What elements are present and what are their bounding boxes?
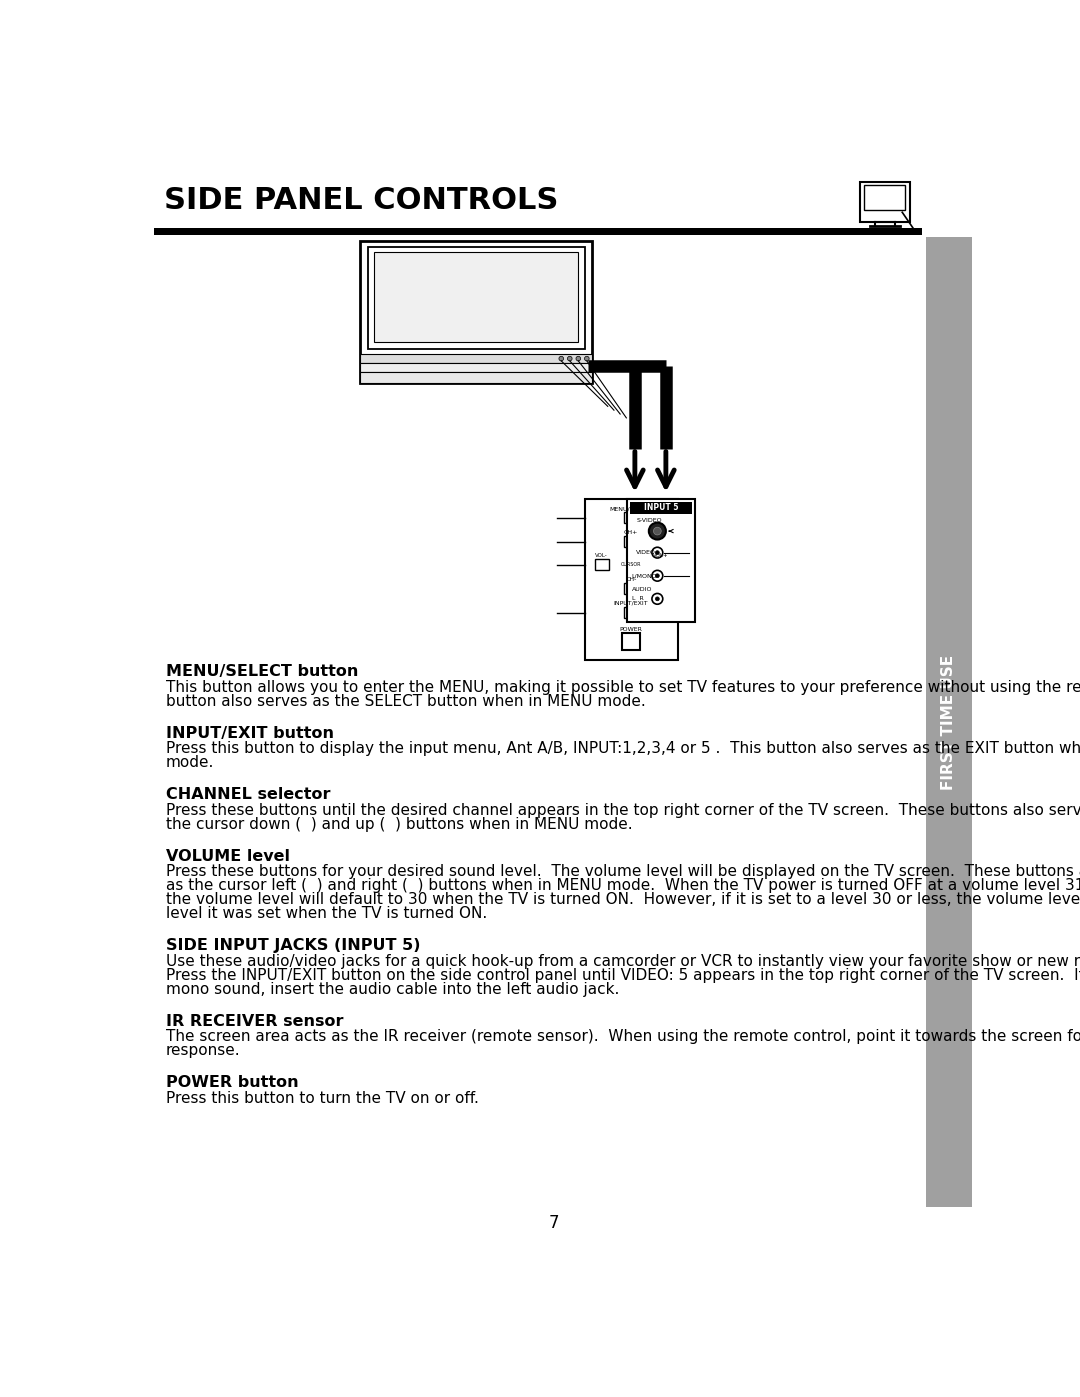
Bar <box>367 247 584 349</box>
Text: AUDIO: AUDIO <box>632 587 652 592</box>
Bar <box>860 182 910 222</box>
Bar <box>360 240 592 383</box>
Text: 7: 7 <box>549 1214 558 1232</box>
Text: VIDEO: VIDEO <box>636 550 657 555</box>
Text: Press these buttons until the desired channel appears in the top right corner of: Press these buttons until the desired ch… <box>166 803 1080 817</box>
Text: MENU/SELECT: MENU/SELECT <box>609 506 653 511</box>
Text: VOL-: VOL- <box>595 553 608 559</box>
Text: FIRST TIME USE: FIRST TIME USE <box>942 654 956 789</box>
Bar <box>631 502 692 514</box>
Bar <box>154 228 921 236</box>
Text: Press these buttons for your desired sound level.  The volume level will be disp: Press these buttons for your desired sou… <box>166 865 1080 880</box>
Text: CHANNEL selector: CHANNEL selector <box>166 788 330 802</box>
Bar <box>624 511 638 524</box>
Text: INPUT/EXIT button: INPUT/EXIT button <box>166 726 334 740</box>
Circle shape <box>656 574 659 578</box>
Text: INPUT/EXIT: INPUT/EXIT <box>613 601 648 606</box>
Text: Press this button to display the input menu, Ant A/B, INPUT:1,2,3,4 or 5 .  This: Press this button to display the input m… <box>166 742 1080 756</box>
Text: The screen area acts as the IR receiver (remote sensor).  When using the remote : The screen area acts as the IR receiver … <box>166 1030 1080 1045</box>
Bar <box>627 499 696 622</box>
Text: CH+: CH+ <box>624 529 638 535</box>
Circle shape <box>584 356 590 360</box>
Circle shape <box>649 522 666 539</box>
Text: CH-: CH- <box>625 577 637 583</box>
Bar <box>622 633 640 651</box>
Text: POWER button: POWER button <box>166 1076 299 1091</box>
Circle shape <box>656 550 659 555</box>
Text: the cursor down (  ) and up (  ) buttons when in MENU mode.: the cursor down ( ) and up ( ) buttons w… <box>166 817 633 831</box>
Circle shape <box>576 356 581 360</box>
Text: CURSOR: CURSOR <box>621 563 642 567</box>
Text: Use these audio/video jacks for a quick hook-up from a camcorder or VCR to insta: Use these audio/video jacks for a quick … <box>166 954 1080 968</box>
Circle shape <box>567 356 572 360</box>
Text: response.: response. <box>166 1044 241 1058</box>
Text: SIDE PANEL CONTROLS: SIDE PANEL CONTROLS <box>164 186 558 215</box>
Bar <box>864 186 905 210</box>
Text: level it was set when the TV is turned ON.: level it was set when the TV is turned O… <box>166 907 487 921</box>
Text: MENU/SELECT button: MENU/SELECT button <box>166 665 359 679</box>
Text: Press this button to turn the TV on or off.: Press this button to turn the TV on or o… <box>166 1091 478 1106</box>
Bar <box>926 237 972 1207</box>
Text: button also serves as the SELECT button when in MENU mode.: button also serves as the SELECT button … <box>166 693 646 708</box>
Bar <box>624 606 638 617</box>
Circle shape <box>652 548 663 557</box>
Text: L  R: L R <box>632 597 644 601</box>
Text: mode.: mode. <box>166 756 214 770</box>
Bar <box>624 535 638 548</box>
Text: L/MONO: L/MONO <box>632 573 658 578</box>
Bar <box>653 559 667 570</box>
Circle shape <box>652 570 663 581</box>
Text: mono sound, insert the audio cable into the left audio jack.: mono sound, insert the audio cable into … <box>166 982 619 996</box>
Text: This button allows you to enter the MENU, making it possible to set TV features : This button allows you to enter the MENU… <box>166 680 1080 694</box>
Text: INPUT 5: INPUT 5 <box>644 503 678 513</box>
Text: Press the INPUT/EXIT button on the side control panel until VIDEO: 5 appears in : Press the INPUT/EXIT button on the side … <box>166 968 1080 982</box>
Text: VOL+: VOL+ <box>652 553 669 559</box>
Text: as the cursor left (  ) and right (  ) buttons when in MENU mode.  When the TV p: as the cursor left ( ) and right ( ) but… <box>166 879 1080 893</box>
Circle shape <box>656 597 659 601</box>
Bar <box>624 583 638 594</box>
Bar <box>360 373 592 383</box>
Bar <box>360 353 592 363</box>
Bar <box>584 499 677 661</box>
Circle shape <box>559 356 564 360</box>
Circle shape <box>653 527 661 535</box>
Text: VOLUME level: VOLUME level <box>166 849 291 865</box>
Text: the volume level will default to 30 when the TV is turned ON.  However, if it is: the volume level will default to 30 when… <box>166 893 1080 907</box>
Text: SIDE INPUT JACKS (INPUT 5): SIDE INPUT JACKS (INPUT 5) <box>166 939 420 953</box>
Text: S-VIDEO: S-VIDEO <box>636 518 662 522</box>
Text: IR RECEIVER sensor: IR RECEIVER sensor <box>166 1014 343 1028</box>
Bar <box>360 363 592 373</box>
Bar <box>374 253 578 342</box>
Bar <box>595 559 608 570</box>
Text: POWER: POWER <box>620 627 643 631</box>
Circle shape <box>652 594 663 605</box>
